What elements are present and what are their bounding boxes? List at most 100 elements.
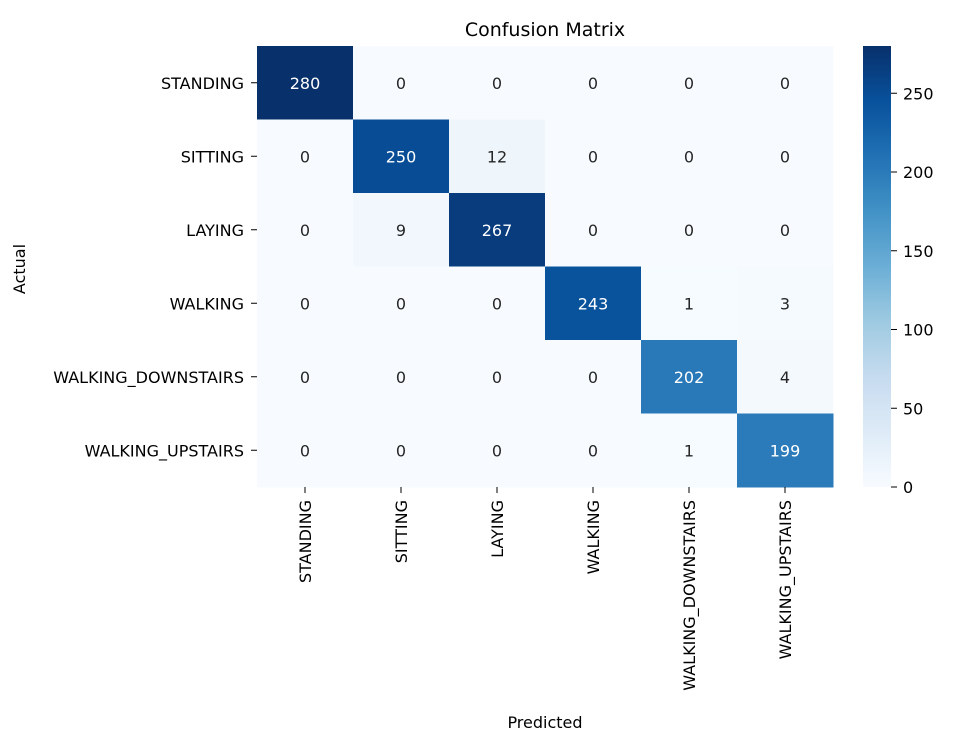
cell-value-label: 250: [386, 147, 417, 166]
cell-value-label: 0: [492, 294, 502, 313]
heatmap-cell: [737, 340, 834, 414]
cell-value-label: 0: [780, 221, 790, 240]
heatmap-cell: [449, 46, 546, 120]
heatmap-cell: [449, 119, 546, 194]
cell-value-label: 0: [300, 441, 310, 460]
cell-value-label: 0: [300, 294, 310, 313]
cell-value-label: 0: [396, 441, 406, 460]
cell-value-label: 0: [396, 368, 406, 387]
cell-value-label: 0: [588, 368, 598, 387]
cell-value-label: 1: [684, 294, 694, 313]
y-tick-label: STANDING: [161, 74, 244, 93]
heatmap-cell: [449, 266, 546, 341]
cell-value-label: 0: [396, 294, 406, 313]
chart-title: Confusion Matrix: [465, 19, 625, 41]
y-tick-label: WALKING_UPSTAIRS: [85, 441, 244, 461]
cell-value-label: 199: [770, 441, 801, 460]
cell-value-label: 1: [684, 441, 694, 460]
heatmap-cell: [257, 193, 354, 267]
heatmap-cell: [545, 193, 642, 267]
colorbar-tick-label: 150: [903, 242, 934, 261]
heatmap-cell: [353, 340, 450, 414]
heatmap-cell: [257, 413, 354, 488]
cell-value-label: 0: [300, 147, 310, 166]
heatmap-cell: [353, 193, 450, 267]
heatmap-cell: [737, 46, 834, 120]
heatmap-cell: [545, 413, 642, 488]
heatmap-cell: [641, 46, 738, 120]
colorbar-tick-label: 250: [903, 84, 934, 103]
cell-value-label: 0: [492, 368, 502, 387]
colorbar-tick-label: 50: [903, 399, 923, 418]
heatmap-cell: [257, 119, 354, 194]
heatmap-cell: [449, 193, 546, 267]
heatmap-cell: [545, 119, 642, 194]
x-tick-label: LAYING: [488, 500, 507, 558]
heatmap-cell: [449, 413, 546, 488]
heatmap-cell: [353, 413, 450, 488]
heatmap-cells: [257, 46, 834, 488]
y-tick-label: LAYING: [186, 221, 244, 240]
heatmap-cell-labels: 280 0 0 0 0 0 0 250 12 0 0 0 0 9 267 0 0 0 0 0 0 243 1 3 0 0 0 0 202…: [290, 74, 801, 461]
heatmap-cell: [353, 266, 450, 341]
y-axis-label: Actual: [10, 244, 29, 294]
cell-value-label: 9: [396, 221, 406, 240]
heatmap-cell: [737, 193, 834, 267]
y-tick-label: WALKING_DOWNSTAIRS: [53, 368, 244, 388]
colorbar-tick-label: 0: [903, 478, 913, 497]
heatmap-cell: [641, 413, 738, 488]
heatmap-cell: [353, 46, 450, 120]
cell-value-label: 0: [780, 74, 790, 93]
cell-value-label: 0: [300, 368, 310, 387]
heatmap-cell: [737, 119, 834, 194]
y-tick-label: SITTING: [181, 147, 244, 166]
heatmap-cell: [641, 266, 738, 341]
heatmap-cell: [737, 266, 834, 341]
heatmap-cell: [257, 340, 354, 414]
cell-value-label: 4: [780, 368, 790, 387]
cell-value-label: 280: [290, 74, 321, 93]
heatmap-cell: [257, 266, 354, 341]
y-tick-label: WALKING: [170, 294, 244, 313]
colorbar: [863, 46, 891, 487]
heatmap-cell: [641, 119, 738, 194]
cell-value-label: 0: [588, 74, 598, 93]
heatmap-cell: [449, 340, 546, 414]
cell-value-label: 0: [588, 441, 598, 460]
colorbar-tick-label: 100: [903, 321, 934, 340]
heatmap-cell: [641, 340, 738, 414]
cell-value-label: 0: [684, 147, 694, 166]
heatmap-cell: [545, 340, 642, 414]
x-tick-label: WALKING_DOWNSTAIRS: [680, 500, 700, 691]
cell-value-label: 0: [492, 74, 502, 93]
y-axis-ticks: STANDING SITTING LAYING WALKING WALKING_DOWN…: [53, 74, 257, 461]
heatmap-cell: [545, 46, 642, 120]
cell-value-label: 0: [300, 221, 310, 240]
cell-value-label: 0: [684, 221, 694, 240]
cell-value-label: 0: [396, 74, 406, 93]
x-tick-label: WALKING_UPSTAIRS: [776, 500, 796, 659]
cell-value-label: 202: [674, 368, 705, 387]
cell-value-label: 267: [482, 221, 513, 240]
heatmap-cell: [257, 46, 354, 120]
colorbar-ticks: 0 50 100 150 200 250: [891, 84, 934, 497]
cell-value-label: 0: [588, 147, 598, 166]
heatmap-cell: [353, 119, 450, 194]
cell-value-label: 243: [578, 294, 609, 313]
x-axis-label: Predicted: [507, 713, 582, 732]
cell-value-label: 3: [780, 294, 790, 313]
heatmap-cell: [737, 413, 834, 488]
heatmap-cell: [545, 266, 642, 341]
cell-value-label: 12: [487, 147, 507, 166]
colorbar-tick-label: 200: [903, 163, 934, 182]
cell-value-label: 0: [780, 147, 790, 166]
cell-value-label: 0: [588, 221, 598, 240]
cell-value-label: 0: [684, 74, 694, 93]
x-tick-label: STANDING: [296, 500, 315, 583]
cell-value-label: 0: [492, 441, 502, 460]
x-tick-label: WALKING: [584, 500, 603, 574]
heatmap-cell: [641, 193, 738, 267]
x-tick-label: SITTING: [392, 500, 411, 563]
x-axis-ticks: STANDING SITTING LAYING WALKING WALKING_DOWN…: [296, 487, 796, 691]
